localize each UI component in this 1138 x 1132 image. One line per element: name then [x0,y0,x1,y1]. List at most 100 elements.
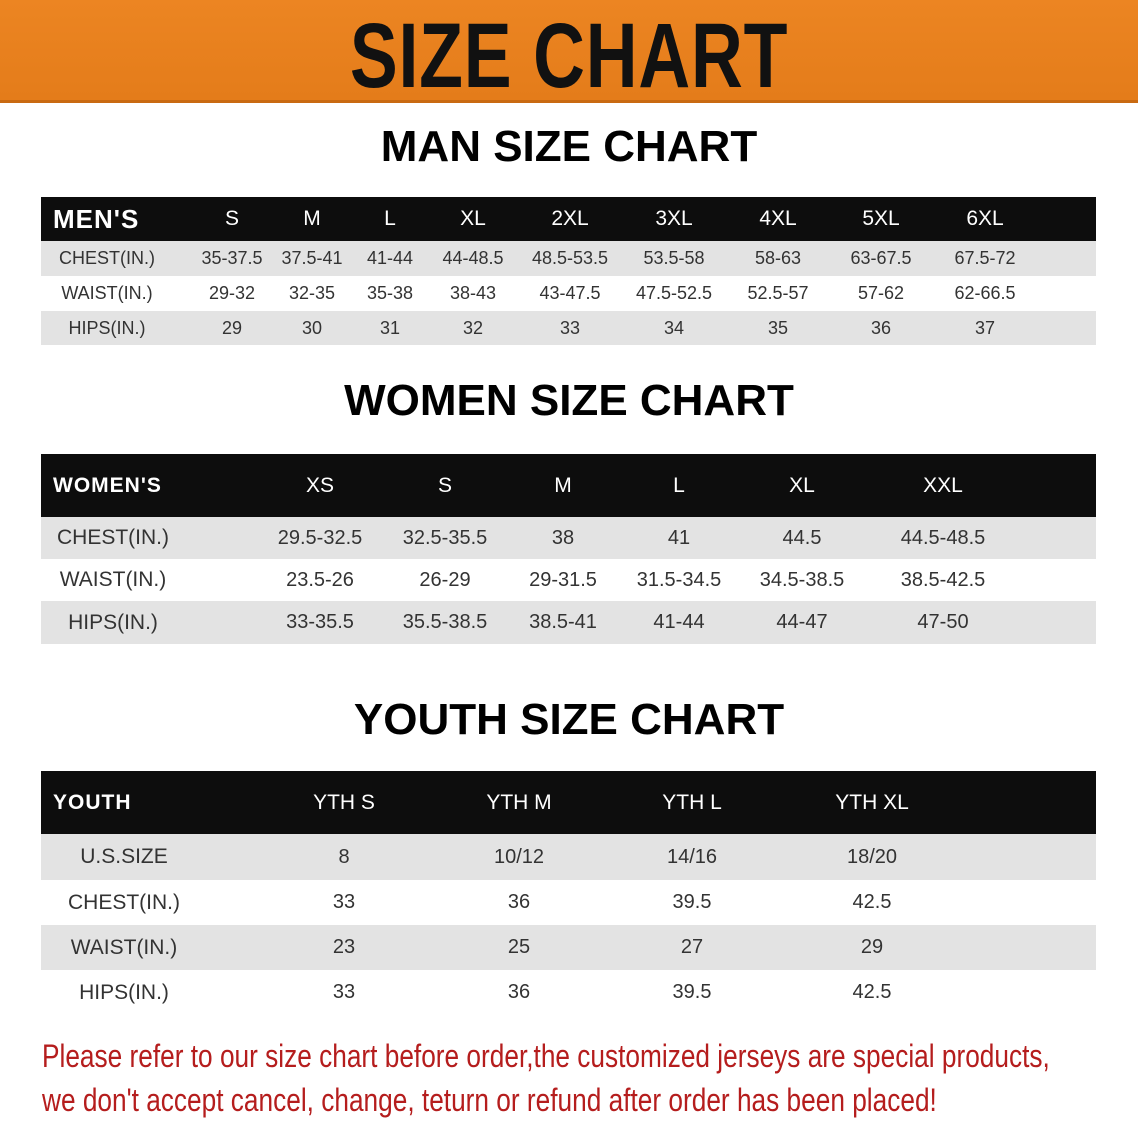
table-title-cell: YOUTH [53,790,132,814]
measure-value: 42.5 [852,891,892,913]
measure-value: 29-32 [208,283,256,303]
measure-value: 10/12 [493,845,545,868]
measure-value: 32.5-35.5 [402,526,488,549]
measure-value: 37.5-41 [281,248,343,268]
measure-value: 44.5 [782,526,822,549]
table-title-cell: MEN'S [53,203,140,234]
size-header-cell: 4XL [759,207,797,230]
measure-label: WAIST(IN.) [70,935,178,959]
table-row: WAIST(IN.) 23.5-26 26-29 29-31.5 31.5-34.5 34… [41,559,1096,601]
measure-label: CHEST(IN.) [68,890,180,914]
measure-label: U.S.SIZE [80,845,168,868]
measure-value: 41-44 [366,248,414,268]
size-header-cell: S [224,207,240,230]
size-header-cell: 3XL [655,207,693,230]
table-row: HIPS(IN.) 33 36 39.5 42.5 [41,970,1096,1015]
measure-value: 41-44 [653,611,705,633]
size-header-cell: L [673,473,685,497]
size-header-cell: YTH S [313,790,375,814]
measure-label: CHEST(IN.) [57,526,169,549]
size-header-cell: XXL [923,473,963,497]
measure-value: 33-35.5 [286,611,354,633]
men-size-table: MEN'S S M L XL 2XL 3XL 4XL 5XL 6XL CHEST(IN.) 35-37… [41,197,1096,345]
measure-value: 39.5 [672,981,712,1003]
measure-value: 27 [680,936,704,958]
table-row: U.S.SIZE 8 10/12 14/16 18/20 [41,834,1096,880]
measure-value: 44.5-48.5 [900,526,986,549]
measure-value: 29.5-32.5 [277,526,363,549]
youth-section-title: YOUTH SIZE CHART [353,695,785,744]
measure-value: 36 [507,981,531,1003]
table-row: CHEST(IN.) 35-37.5 37.5-41 41-44 44-48.5 48.5… [41,241,1096,276]
measure-label: CHEST(IN.) [59,248,155,268]
measure-label: HIPS(IN.) [68,317,146,338]
measure-value: 25 [507,936,531,958]
measure-value: 31.5-34.5 [636,568,722,591]
measure-value: 48.5-53.5 [531,248,609,268]
banner: SIZE CHART [0,0,1138,107]
measure-value: 38-43 [449,283,497,303]
youth-header-row: YOUTH YTH S YTH M YTH L YTH XL [41,771,1096,834]
measure-label: WAIST(IN.) [59,568,167,591]
measure-value: 36 [507,891,531,913]
measure-value: 67.5-72 [954,248,1016,268]
measure-value: 35-38 [366,283,414,303]
measure-value: 36 [870,317,892,338]
size-header-cell: XS [305,473,335,497]
measure-value: 32 [462,317,484,338]
measure-label: HIPS(IN.) [68,610,158,634]
measure-label: HIPS(IN.) [79,980,169,1004]
table-row: HIPS(IN.) 33-35.5 35.5-38.5 38.5-41 41-44 44-… [41,601,1096,644]
table-row: WAIST(IN.) 23 25 27 29 [41,925,1096,970]
measure-value: 42.5 [852,981,892,1003]
size-header-cell: XL [460,207,486,230]
measure-value: 29 [860,936,884,958]
measure-value: 63-67.5 [850,248,912,268]
measure-value: 29 [221,317,243,338]
women-header-row: WOMEN'S XS S M L XL XXL [41,454,1096,517]
measure-label: WAIST(IN.) [61,283,153,303]
table-title-cell: WOMEN'S [53,473,162,497]
measure-value: 32-35 [288,283,336,303]
size-header-cell: YTH XL [835,790,909,814]
measure-value: 18/20 [846,845,898,868]
measure-value: 31 [379,317,401,338]
table-row: CHEST(IN.) 29.5-32.5 32.5-35.5 38 41 44.5 44.5… [41,517,1096,559]
table-row: WAIST(IN.) 29-32 32-35 35-38 38-43 43-47.5 47.… [41,276,1096,311]
table-row: HIPS(IN.) 29 30 31 32 33 34 35 36 37 [41,311,1096,345]
size-header-cell: S [437,473,453,497]
measure-value: 38.5-41 [529,611,597,633]
measure-value: 44-48.5 [442,248,504,268]
measure-value: 58-63 [754,248,802,268]
measure-value: 35.5-38.5 [402,611,488,633]
measure-value: 37 [974,317,996,338]
measure-value: 29-31.5 [529,568,597,591]
measure-value: 34 [663,317,685,338]
measure-value: 38.5-42.5 [900,568,986,591]
measure-value: 52.5-57 [747,283,809,303]
men-header-row: MEN'S S M L XL 2XL 3XL 4XL 5XL 6XL [41,197,1096,241]
measure-value: 35-37.5 [201,248,263,268]
measure-value: 30 [301,317,323,338]
measure-value: 43-47.5 [539,283,601,303]
measure-value: 23.5-26 [286,568,354,591]
measure-value: 26-29 [419,568,471,591]
women-section-title: WOMEN SIZE CHART [344,376,794,425]
size-header-cell: YTH M [486,790,552,814]
size-header-cell: 5XL [862,207,900,230]
measure-value: 14/16 [666,845,718,868]
measure-value: 35 [767,317,789,338]
measure-value: 33 [559,317,581,338]
measure-value: 38 [551,526,575,549]
measure-value: 44-47 [776,611,828,633]
notice-line-2: we don't accept cancel, change, teturn o… [42,1082,937,1118]
measure-value: 62-66.5 [954,283,1016,303]
measure-value: 39.5 [672,891,712,913]
size-header-cell: YTH L [662,790,722,814]
size-header-cell: M [303,207,321,230]
banner-title: SIZE CHART [349,5,789,107]
measure-value: 53.5-58 [643,248,705,268]
measure-value: 23 [332,936,356,958]
size-header-cell: M [554,473,572,497]
youth-size-table: YOUTH YTH S YTH M YTH L YTH XL U.S.SIZE 8 10/12… [41,771,1096,1015]
